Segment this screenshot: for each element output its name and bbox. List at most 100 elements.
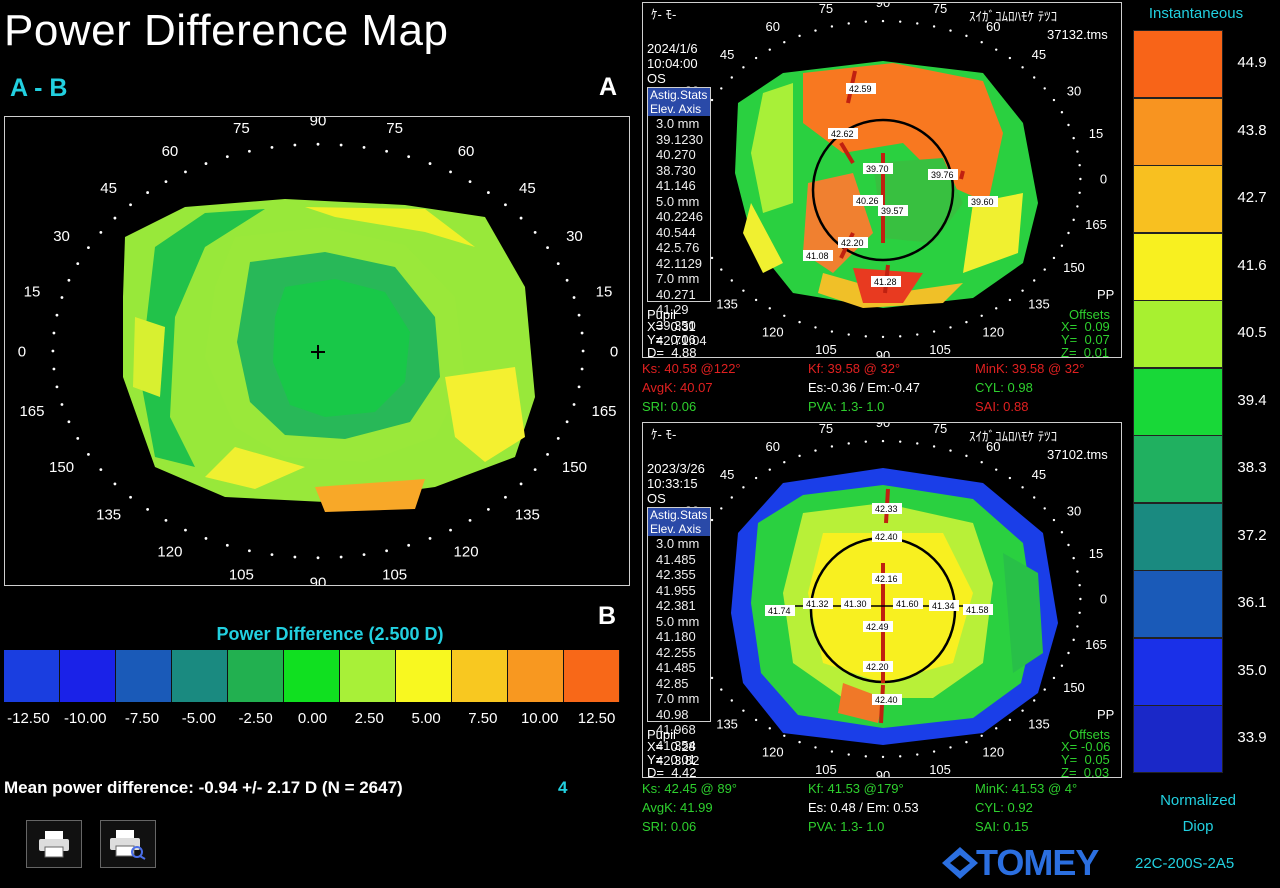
- axis-tick: [580, 367, 584, 371]
- axis-tick: [814, 29, 817, 32]
- colorbar-swatch: [1133, 570, 1223, 638]
- exam-b-stats-box[interactable]: Astig.Stats Elev. Axis 3.0 mm 41.485 42.35…: [647, 507, 711, 768]
- scale-swatch: [228, 650, 284, 702]
- stats-row: 42.381: [656, 598, 696, 613]
- axis-label: 105: [815, 342, 837, 357]
- svg-text:41.60: 41.60: [896, 599, 919, 609]
- mean-count-badge: 4: [558, 778, 568, 797]
- tomey-logo: TOMEY: [940, 842, 1099, 884]
- page-title: Power Difference Map: [4, 6, 449, 55]
- exam-b-panel[interactable]: 9075604530150165150135120105901051201351…: [642, 422, 1122, 780]
- stats-row: 41.485: [656, 660, 696, 675]
- axis-label: 135: [716, 296, 738, 311]
- axis-tick: [864, 335, 867, 338]
- axis-label: 15: [24, 283, 41, 300]
- axis-tick: [577, 313, 581, 317]
- difference-map-panel[interactable]: 90 75 60 45 30 15 0 165 150 135 120 105 90 105 120 135 1…: [4, 73, 630, 586]
- axis-tick: [1072, 638, 1075, 642]
- exam-b-tab-elev[interactable]: Elev. Axis: [648, 522, 710, 536]
- exam-a-map: 9075604530150165150135120105901051201351…: [659, 3, 1107, 357]
- colorbar-swatch: [1133, 502, 1223, 571]
- exam-b-pupil-label: Pupil: [647, 727, 676, 742]
- axis-tick: [385, 549, 389, 553]
- axis-tick: [316, 142, 320, 146]
- svg-text:42.20: 42.20: [841, 238, 864, 248]
- map-a-letter: A: [599, 73, 618, 101]
- stats-row: 40.271: [656, 286, 696, 302]
- axis-tick: [1078, 164, 1081, 167]
- axis-tick: [556, 262, 560, 266]
- colorbar-label: 43.8: [1237, 121, 1267, 139]
- axis-tick: [339, 555, 343, 559]
- axis-tick: [52, 367, 56, 371]
- axis-label: 90: [876, 423, 890, 430]
- axis-tick: [339, 143, 343, 147]
- axis-tick: [798, 320, 801, 324]
- axis-tick: [754, 718, 758, 722]
- svg-text:41.34: 41.34: [932, 601, 955, 611]
- exam-b-avgk: AvgK: 41.99: [642, 800, 713, 815]
- axis-label: 150: [562, 459, 587, 476]
- svg-text:39.60: 39.60: [971, 197, 994, 207]
- axis-label: 75: [819, 3, 833, 16]
- axis-tick: [710, 256, 714, 260]
- exam-a-tab-elev[interactable]: Elev. Axis: [648, 102, 710, 116]
- axis-tick: [146, 191, 150, 194]
- axis-tick: [1067, 543, 1070, 547]
- exam-a-tab-astig[interactable]: Astig.Stats: [648, 88, 710, 102]
- axis-tick: [814, 449, 817, 452]
- exam-a-sri: SRI: 0.06: [642, 399, 697, 414]
- axis-tick: [428, 537, 432, 540]
- axis-tick: [768, 48, 771, 51]
- axis-tick: [1076, 205, 1079, 208]
- print-button[interactable]: [26, 820, 82, 868]
- axis-tick: [1033, 496, 1036, 499]
- axis-tick: [730, 496, 733, 499]
- stats-row: 41.29: [656, 302, 689, 317]
- axis-label: 90: [876, 3, 890, 10]
- axis-tick: [385, 149, 389, 153]
- svg-text:42.40: 42.40: [875, 695, 898, 705]
- axis-label: 60: [162, 143, 179, 160]
- print-preview-button[interactable]: [100, 820, 156, 868]
- model-code: 22C-200S-2A5: [1135, 855, 1235, 872]
- colorbar-label: 33.9: [1237, 729, 1267, 746]
- axis-tick: [504, 203, 507, 207]
- axis-tick: [864, 20, 867, 23]
- exam-a-stats-box[interactable]: Astig.Stats Elev. Axis 3.0 mm 39.1230 40.2…: [647, 87, 711, 348]
- axis-tick: [1052, 98, 1056, 102]
- axis-tick: [546, 246, 549, 250]
- exam-a-panel[interactable]: 9075604530150165150135120105901051201351…: [642, 2, 1122, 360]
- axis-tick: [129, 495, 132, 499]
- axis-tick: [129, 203, 132, 207]
- axis-tick: [1033, 699, 1036, 702]
- axis-tick: [720, 507, 723, 510]
- scale-label: -12.50: [7, 710, 50, 727]
- axis-tick: [847, 442, 850, 445]
- axis-tick: [164, 180, 168, 183]
- axis-tick: [720, 87, 723, 90]
- exam-b-ks: Ks: 42.45 @ 89°: [642, 781, 738, 796]
- axis-tick: [1052, 518, 1056, 522]
- stats-row: 42.255: [656, 644, 696, 660]
- axis-label: 135: [1028, 716, 1050, 731]
- stats-row: 39.350: [656, 317, 696, 333]
- stats-row: 42.71.04: [656, 333, 707, 348]
- axis-tick: [742, 289, 745, 292]
- stats-row: 40.544: [656, 224, 696, 240]
- axis-tick: [60, 296, 64, 299]
- axis-tick: [754, 56, 758, 60]
- scale-label: -7.50: [124, 710, 160, 727]
- axis-tick: [980, 314, 983, 317]
- axis-tick: [1021, 289, 1024, 292]
- colorbar-normalized: Normalized: [1160, 792, 1236, 809]
- colorbar-swatch: [1133, 232, 1223, 301]
- axis-tick: [1079, 177, 1082, 181]
- difference-map: 90 75604530150165150135120105901051201351…: [18, 117, 619, 585]
- exam-b-tab-astig[interactable]: Astig.Stats: [648, 508, 710, 522]
- axis-tick: [1072, 556, 1075, 560]
- axis-label: 30: [566, 228, 583, 245]
- svg-text:42.59: 42.59: [849, 84, 872, 94]
- exam-a-sai: SAI: 0.88: [975, 399, 1029, 414]
- axis-tick: [449, 528, 452, 532]
